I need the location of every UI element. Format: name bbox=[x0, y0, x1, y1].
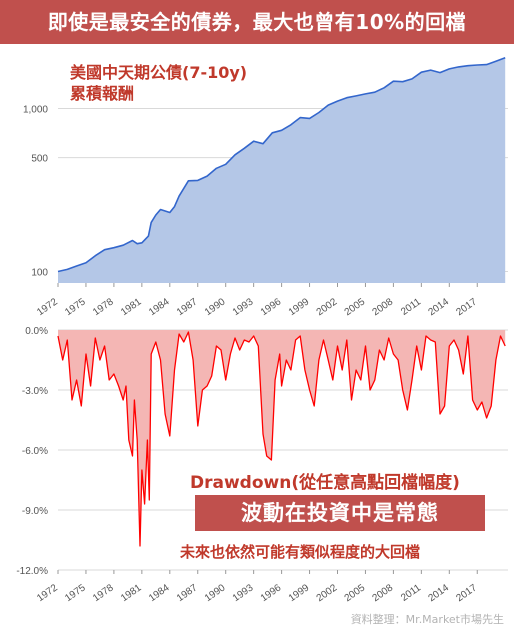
drawdown-chart: 0.0%-3.0%-6.0%-9.0%-12.0%1972 1975 1978 198… bbox=[16, 326, 508, 604]
cumulative-x-tick-label: 2008 bbox=[371, 296, 396, 318]
cumulative-x-tick-label: 1999 bbox=[287, 296, 312, 318]
cumulative-title-line: 美國中天期公債(7-10y) bbox=[70, 63, 247, 82]
cumulative-x-tick-label: 1987 bbox=[175, 296, 200, 318]
cumulative-x-tick-label: 2011 bbox=[399, 296, 423, 318]
drawdown-y-tick-label: -12.0% bbox=[16, 566, 48, 577]
page-title: 即使是最安全的債券，最大也曾有10%的回檔 bbox=[0, 0, 514, 44]
cumulative-x-tick-label: 1993 bbox=[231, 296, 256, 318]
cumulative-area bbox=[58, 57, 506, 284]
cumulative-y-tick-label: 500 bbox=[31, 154, 48, 165]
volatility-banner: 波動在投資中是常態 bbox=[195, 495, 485, 531]
drawdown-x-tick-label: 1984 bbox=[147, 582, 172, 604]
cumulative-x-tick-label: 1975 bbox=[63, 296, 88, 318]
drawdown-x-tick-label: 2002 bbox=[315, 582, 340, 604]
cumulative-x-tick-label: 1978 bbox=[91, 296, 116, 318]
drawdown-x-tick-label: 2017 bbox=[454, 582, 479, 604]
drawdown-area bbox=[58, 330, 506, 546]
drawdown-x-tick-label: 2011 bbox=[399, 582, 423, 604]
drawdown-x-tick-label: 1972 bbox=[35, 582, 60, 604]
source-credit: 資料整理：Mr.Market市場先生 bbox=[350, 613, 504, 626]
cumulative-x-tick-label: 2002 bbox=[315, 296, 340, 318]
footnote-text: 未來也依然可能有類似程度的大回檔 bbox=[180, 543, 421, 561]
drawdown-x-tick-label: 2008 bbox=[371, 582, 396, 604]
drawdown-x-tick-label: 1990 bbox=[203, 582, 228, 604]
cumulative-x-tick-label: 2017 bbox=[454, 296, 479, 318]
cumulative-x-tick-label: 1972 bbox=[35, 296, 60, 318]
drawdown-title: Drawdown(從任意高點回檔幅度) bbox=[190, 473, 460, 493]
drawdown-x-tick-label: 1996 bbox=[259, 582, 284, 604]
cumulative-x-tick-label: 2014 bbox=[426, 296, 451, 318]
drawdown-x-tick-label: 1993 bbox=[231, 582, 256, 604]
drawdown-x-tick-label: 1981 bbox=[119, 582, 144, 604]
drawdown-x-tick-label: 1999 bbox=[287, 582, 312, 604]
cumulative-x-tick-label: 2005 bbox=[343, 296, 368, 318]
drawdown-x-tick-label: 1987 bbox=[175, 582, 200, 604]
drawdown-y-tick-label: -3.0% bbox=[22, 386, 48, 397]
drawdown-y-tick-label: 0.0% bbox=[25, 326, 48, 337]
cumulative-y-tick-label: 100 bbox=[31, 267, 48, 278]
drawdown-y-tick-label: -9.0% bbox=[22, 506, 48, 517]
drawdown-y-tick-label: -6.0% bbox=[22, 446, 48, 457]
drawdown-x-tick-label: 2005 bbox=[343, 582, 368, 604]
cumulative-x-tick-label: 1984 bbox=[147, 296, 172, 318]
cumulative-x-tick-label: 1990 bbox=[203, 296, 228, 318]
cumulative-title-line: 累積報酬 bbox=[70, 84, 134, 103]
drawdown-x-tick-label: 1978 bbox=[91, 582, 116, 604]
cumulative-y-tick-label: 1,000 bbox=[23, 105, 48, 116]
cumulative-x-tick-label: 1981 bbox=[119, 296, 144, 318]
drawdown-x-tick-label: 2014 bbox=[426, 582, 451, 604]
cumulative-x-tick-label: 1996 bbox=[259, 296, 284, 318]
cumulative-series-line bbox=[57, 56, 506, 273]
drawdown-x-tick-label: 1975 bbox=[63, 582, 88, 604]
drawdown-series-line bbox=[57, 331, 506, 547]
